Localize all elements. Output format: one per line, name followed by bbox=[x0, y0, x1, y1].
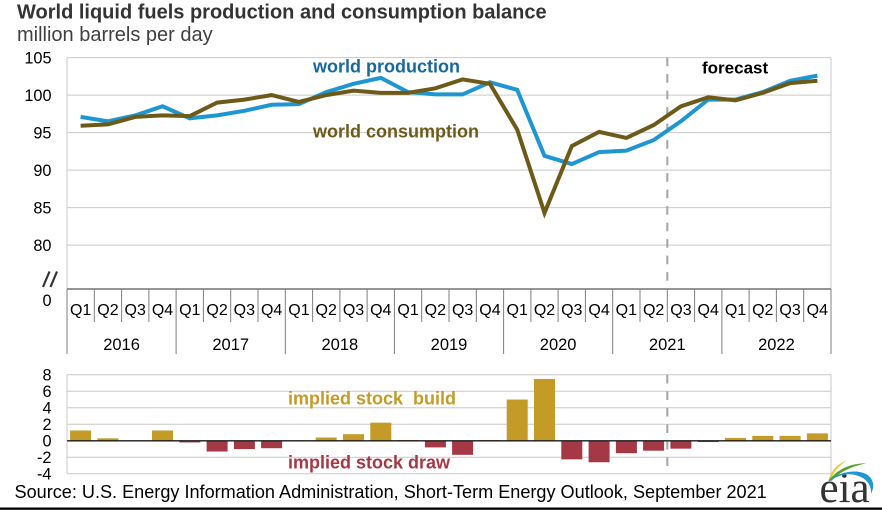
svg-text:Q1: Q1 bbox=[179, 302, 200, 319]
svg-text:implied stock draw: implied stock draw bbox=[288, 453, 451, 473]
svg-text:6: 6 bbox=[42, 383, 51, 401]
svg-text:world consumption: world consumption bbox=[312, 122, 479, 142]
svg-text:2022: 2022 bbox=[758, 336, 795, 354]
svg-text:Q1: Q1 bbox=[616, 302, 637, 319]
svg-text:Q4: Q4 bbox=[588, 302, 609, 319]
svg-text:8: 8 bbox=[42, 367, 51, 385]
svg-text:-4: -4 bbox=[37, 466, 51, 484]
svg-text:Source: U.S. Energy Informatio: Source: U.S. Energy Information Administ… bbox=[15, 482, 767, 502]
svg-text:million barrels per day: million barrels per day bbox=[17, 24, 213, 46]
svg-text:Q3: Q3 bbox=[670, 302, 691, 319]
svg-text:100: 100 bbox=[24, 87, 51, 105]
svg-text:world production: world production bbox=[312, 56, 460, 76]
svg-text:World liquid fuels production: World liquid fuels production and consum… bbox=[17, 2, 547, 24]
svg-text:2018: 2018 bbox=[321, 336, 358, 354]
svg-text:Q2: Q2 bbox=[643, 302, 664, 319]
svg-text:Q3: Q3 bbox=[779, 302, 800, 319]
svg-text:Q1: Q1 bbox=[288, 302, 309, 319]
svg-text:Q4: Q4 bbox=[807, 302, 828, 319]
svg-text:implied stock build: implied stock build bbox=[288, 389, 456, 409]
svg-text:0: 0 bbox=[42, 292, 51, 310]
svg-text:0: 0 bbox=[42, 433, 51, 451]
svg-text:Q3: Q3 bbox=[125, 302, 146, 319]
svg-text:Q3: Q3 bbox=[561, 302, 582, 319]
svg-text:2021: 2021 bbox=[649, 336, 686, 354]
svg-text:Q1: Q1 bbox=[507, 302, 528, 319]
svg-text:80: 80 bbox=[33, 237, 51, 255]
svg-text:2: 2 bbox=[42, 416, 51, 434]
svg-text:105: 105 bbox=[24, 49, 51, 67]
svg-text:Q2: Q2 bbox=[206, 302, 227, 319]
svg-text:90: 90 bbox=[33, 162, 51, 180]
svg-text:Q4: Q4 bbox=[261, 302, 282, 319]
svg-text:Q3: Q3 bbox=[234, 302, 255, 319]
svg-text:4: 4 bbox=[42, 400, 51, 418]
svg-text:Q1: Q1 bbox=[397, 302, 418, 319]
svg-text:Q3: Q3 bbox=[452, 302, 473, 319]
svg-text:-2: -2 bbox=[37, 449, 51, 467]
svg-text:forecast: forecast bbox=[702, 59, 768, 78]
svg-text:2019: 2019 bbox=[431, 336, 468, 354]
svg-text:2017: 2017 bbox=[212, 336, 249, 354]
svg-text:2020: 2020 bbox=[540, 336, 577, 354]
svg-text:Q2: Q2 bbox=[752, 302, 773, 319]
svg-text:Q4: Q4 bbox=[698, 302, 719, 319]
svg-text:eia: eia bbox=[820, 465, 870, 512]
svg-text:Q2: Q2 bbox=[425, 302, 446, 319]
svg-text:Q4: Q4 bbox=[152, 302, 173, 319]
svg-text:Q4: Q4 bbox=[370, 302, 391, 319]
svg-text:Q2: Q2 bbox=[534, 302, 555, 319]
svg-text:2016: 2016 bbox=[103, 336, 140, 354]
svg-text:Q1: Q1 bbox=[725, 302, 746, 319]
svg-text:Q2: Q2 bbox=[97, 302, 118, 319]
svg-text:Q4: Q4 bbox=[479, 302, 500, 319]
svg-text:85: 85 bbox=[33, 199, 51, 217]
svg-text:95: 95 bbox=[33, 124, 51, 142]
svg-text:Q2: Q2 bbox=[316, 302, 337, 319]
svg-text:Q1: Q1 bbox=[70, 302, 91, 319]
svg-text:Q3: Q3 bbox=[343, 302, 364, 319]
